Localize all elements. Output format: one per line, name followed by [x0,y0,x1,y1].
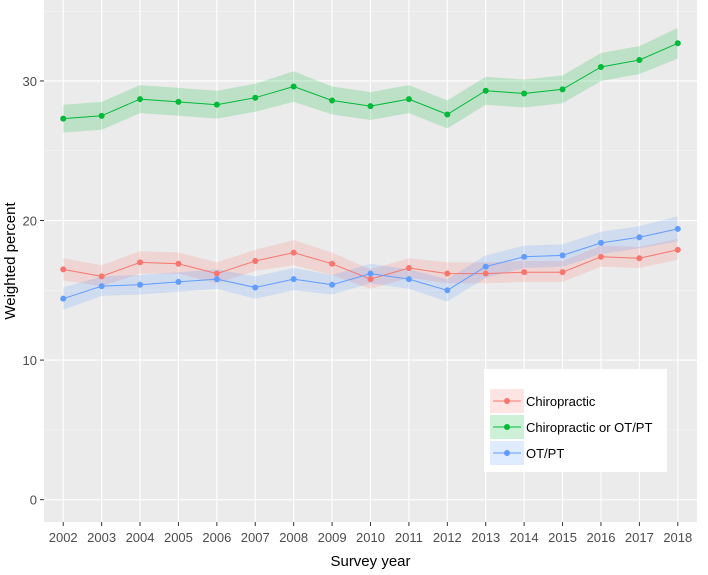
y-tick-label: 30 [23,74,37,89]
data-point [175,278,182,285]
x-tick-label: 2012 [433,530,462,545]
data-point [137,259,144,266]
x-tick-label: 2014 [510,530,539,545]
data-point [60,115,67,122]
data-point [636,255,643,262]
data-point [674,225,681,232]
data-point [252,258,259,264]
x-tick-label: 2017 [625,530,654,545]
data-point [175,260,182,267]
series-points [60,40,681,302]
data-point [252,284,259,291]
data-point [367,276,374,283]
data-point [213,276,220,283]
x-axis: 2002 2003 2004 2005 2006 2007 2008 2009 2010 2011… [49,522,692,545]
data-point [636,57,643,64]
x-tick-label: 2013 [471,530,500,545]
x-tick-label: 2006 [202,530,231,545]
data-point [597,239,604,246]
x-tick-label: 2016 [587,530,616,545]
data-point [329,281,336,288]
data-point [252,94,259,101]
confidence-band [63,216,678,310]
legend-key-point [504,398,510,404]
data-point [559,269,566,276]
data-point [367,270,374,277]
data-point [521,90,528,97]
data-point [213,270,220,277]
legend-label: Chiropractic or OT/PT [526,420,652,435]
data-point [521,253,528,260]
data-point [559,86,566,93]
data-point [367,103,374,110]
x-tick-label: 2011 [395,530,423,545]
x-tick-label: 2003 [87,530,116,545]
x-tick-label: 2007 [241,530,270,545]
legend-key-point [504,424,510,430]
data-point [98,273,105,280]
legend-box [484,369,667,472]
data-point [329,260,336,267]
data-point [137,281,144,288]
x-tick-label: 2002 [49,530,78,545]
data-point [405,96,412,103]
data-point [405,264,412,271]
data-point [98,112,105,119]
data-point [60,266,67,273]
y-axis: 0 10 20 30 [23,74,44,508]
data-point [444,111,451,118]
y-tick-label: 10 [23,353,37,368]
data-point [482,263,489,270]
data-point [521,269,528,276]
data-point [175,98,182,105]
legend-label: OT/PT [526,446,564,461]
data-point [674,246,681,253]
data-point [636,234,643,241]
data-point [98,283,105,290]
data-point [213,101,220,108]
data-point [405,276,412,283]
data-point [597,63,604,70]
legend: Chiropractic Chiropractic or OT/PT OT/PT [484,369,667,472]
y-axis-title: Weighted percent [2,202,19,320]
data-point [137,96,144,103]
data-point [482,270,489,277]
x-tick-label: 2015 [548,530,577,545]
data-point [60,295,67,302]
x-tick-label: 2008 [279,530,308,545]
data-point [444,287,451,294]
data-point [290,83,297,90]
data-point [329,97,336,104]
y-tick-label: 20 [23,214,37,229]
legend-label: Chiropractic [526,394,596,409]
data-point [597,253,604,260]
data-point [674,40,681,47]
data-point [290,276,297,283]
y-tick-label: 0 [30,493,37,508]
data-point [559,252,566,259]
legend-key-point [504,450,510,456]
x-tick-label: 2005 [164,530,193,545]
data-point [482,87,489,94]
data-point [444,270,451,277]
x-tick-label: 2010 [356,530,385,545]
x-tick-label: 2009 [318,530,347,545]
x-tick-label: 2004 [126,530,155,545]
data-point [290,249,297,256]
x-axis-title: Survey year [330,553,410,570]
x-tick-label: 2018 [663,530,692,545]
